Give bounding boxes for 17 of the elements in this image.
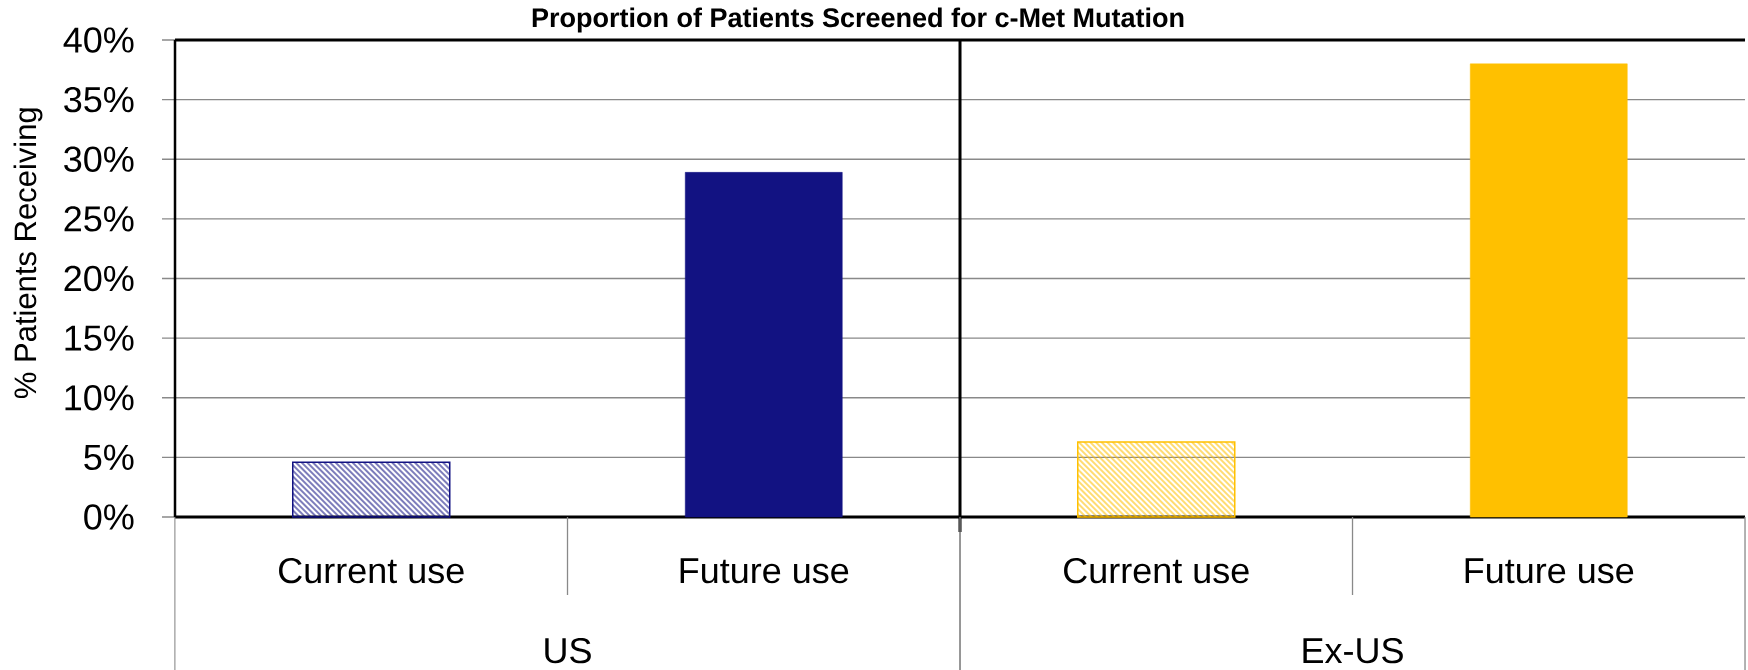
y-tick-label: 35% xyxy=(64,86,134,113)
y-tick-label: 10% xyxy=(65,385,134,411)
x-tick-label: Current use xyxy=(279,557,464,584)
y-axis-title: % Patients Receiving xyxy=(13,108,43,399)
y-tick-label: 30% xyxy=(64,146,134,172)
x-tick-label: Future use xyxy=(1465,558,1634,584)
y-tick-label: 20% xyxy=(64,265,134,292)
chart-title: Proportion of Patients Screened for c-Met Mutation xyxy=(532,7,1184,33)
y-tick-label: 25% xyxy=(64,206,134,232)
x-tick-label: Future use xyxy=(680,558,849,584)
x-tick-label: Current use xyxy=(1064,557,1249,584)
y-tick-label: 0% xyxy=(84,504,134,530)
y-tick-label: 40% xyxy=(63,27,134,53)
y-tick-label: 5% xyxy=(84,444,134,471)
x-axis-title: Ex-US xyxy=(1303,637,1403,664)
x-axis-title: US xyxy=(545,637,591,664)
y-tick-label: 15% xyxy=(65,325,134,351)
